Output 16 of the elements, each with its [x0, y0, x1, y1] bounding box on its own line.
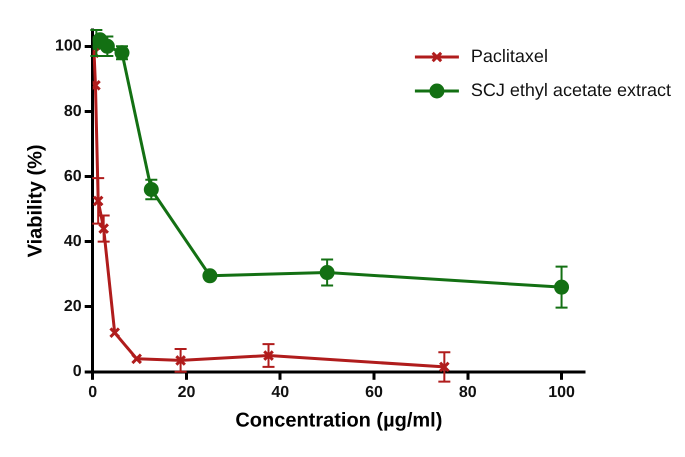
- y-tick-label: 100: [54, 38, 82, 55]
- x-tick-label: 40: [271, 384, 290, 401]
- legend-label: Paclitaxel: [470, 46, 548, 66]
- x-tick-label: 60: [365, 384, 384, 401]
- x-tick-label: 80: [458, 384, 477, 401]
- x-tick-label: 0: [88, 384, 98, 401]
- y-tick-label: 80: [64, 102, 82, 120]
- legend-label: SCJ ethyl acetate extract: [470, 80, 671, 100]
- x-tick-label: 100: [548, 384, 575, 401]
- y-tick-label: 40: [64, 232, 82, 250]
- y-tick-label: 0: [72, 363, 82, 380]
- y-tick-label: 20: [64, 298, 82, 316]
- x-tick-label: 20: [178, 384, 196, 401]
- x-axis-title: Concentration (µg/ml): [235, 410, 442, 432]
- y-tick-label: 60: [64, 168, 82, 185]
- y-axis-title: Viability (%): [24, 144, 47, 258]
